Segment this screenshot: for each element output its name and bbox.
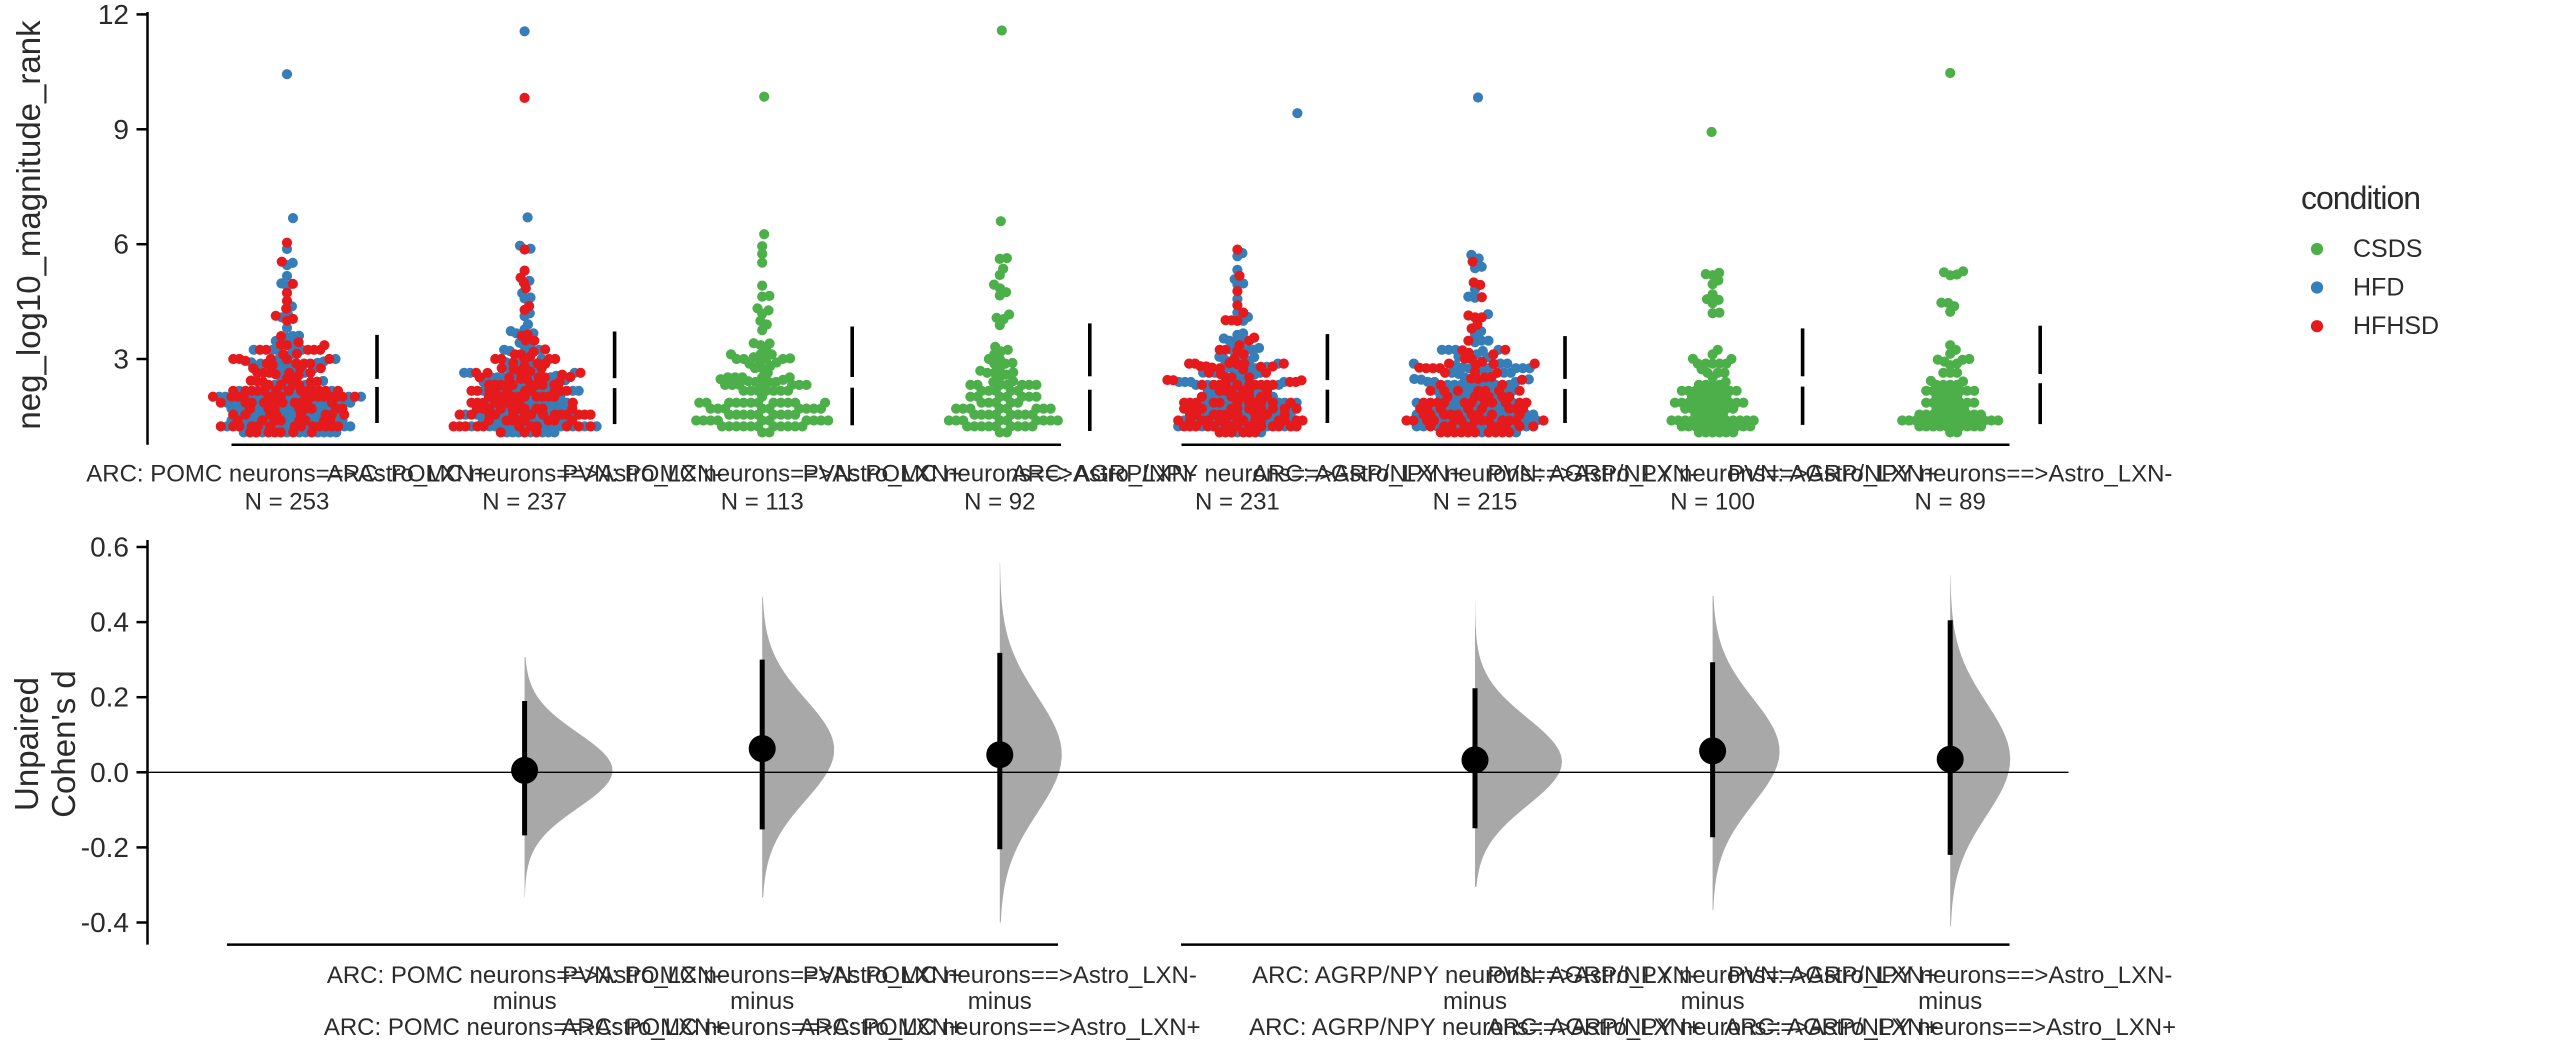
svg-text:condition: condition	[2301, 180, 2420, 216]
svg-text:N = 89: N = 89	[1915, 489, 1986, 516]
svg-text:3: 3	[113, 344, 129, 375]
svg-text:N = 231: N = 231	[1195, 489, 1280, 516]
svg-text:ARC: POMC neurons==>Astro_LXN+: ARC: POMC neurons==>Astro_LXN+	[86, 461, 488, 488]
svg-text:ARC: POMC neurons==>Astro_LXN+: ARC: POMC neurons==>Astro_LXN+	[561, 1014, 963, 1041]
svg-text:-0.4: -0.4	[81, 907, 129, 938]
svg-text:PVN: POMC neurons==>Astro_LXN+: PVN: POMC neurons==>Astro_LXN+	[562, 962, 962, 989]
svg-text:ARC: AGRP/NPY neurons==>Astro_: ARC: AGRP/NPY neurons==>Astro_LXN+	[1724, 1014, 2176, 1041]
svg-text:HFD: HFD	[2353, 274, 2404, 302]
svg-text:ARC: POMC neurons==>Astro_LXN+: ARC: POMC neurons==>Astro_LXN+	[324, 1014, 726, 1041]
svg-text:N = 253: N = 253	[245, 489, 330, 516]
svg-text:N = 113: N = 113	[721, 489, 804, 516]
svg-text:minus: minus	[1918, 988, 1982, 1015]
svg-text:ARC: AGRP/NPY neurons==>Astro_: ARC: AGRP/NPY neurons==>Astro_LXN+	[1249, 1014, 1701, 1041]
svg-text:ARC: POMC neurons==>Astro_LXN-: ARC: POMC neurons==>Astro_LXN-	[327, 962, 723, 989]
svg-text:minus: minus	[730, 988, 794, 1015]
svg-text:PVN: POMC neurons==>Astro_LXN-: PVN: POMC neurons==>Astro_LXN-	[803, 461, 1197, 488]
svg-text:PVN: POMC neurons==>Astro_LXN-: PVN: POMC neurons==>Astro_LXN-	[803, 962, 1197, 989]
svg-text:6: 6	[113, 229, 129, 260]
svg-text:N = 100: N = 100	[1670, 489, 1755, 516]
svg-text:PVN: AGRP/NPY neurons==>Astro_: PVN: AGRP/NPY neurons==>Astro_LXN-	[1728, 962, 2172, 989]
svg-text:N = 92: N = 92	[964, 489, 1035, 516]
svg-text:minus: minus	[1443, 988, 1507, 1015]
svg-text:PVN: AGRP/NPY neurons==>Astro_: PVN: AGRP/NPY neurons==>Astro_LXN+	[1487, 962, 1937, 989]
svg-text:PVN: POMC neurons==>Astro_LXN+: PVN: POMC neurons==>Astro_LXN+	[562, 461, 962, 488]
svg-text:Unpaired: Unpaired	[8, 677, 45, 811]
svg-text:minus: minus	[1681, 988, 1745, 1015]
svg-text:N = 237: N = 237	[482, 489, 567, 516]
svg-text:Cohen's d: Cohen's d	[45, 670, 82, 818]
svg-text:ARC: AGRP/NPY neurons==>Astro_: ARC: AGRP/NPY neurons==>Astro_LXN-	[1252, 962, 1698, 989]
svg-text:CSDS: CSDS	[2353, 235, 2422, 263]
svg-text:-0.2: -0.2	[81, 832, 129, 863]
svg-text:0.6: 0.6	[90, 532, 129, 563]
svg-text:PVN: AGRP/NPY neurons==>Astro_: PVN: AGRP/NPY neurons==>Astro_LXN-	[1728, 461, 2172, 488]
svg-text:HFHSD: HFHSD	[2353, 312, 2439, 340]
svg-text:N = 215: N = 215	[1433, 489, 1518, 516]
svg-text:ARC: POMC neurons==>Astro_LXN-: ARC: POMC neurons==>Astro_LXN-	[327, 461, 723, 488]
svg-text:ARC: AGRP/NPY neurons==>Astro_: ARC: AGRP/NPY neurons==>Astro_LXN+	[1487, 1014, 1939, 1041]
svg-text:ARC: AGRP/NPY neurons==>Astro_: ARC: AGRP/NPY neurons==>Astro_LXN-	[1252, 461, 1698, 488]
svg-text:minus: minus	[493, 988, 557, 1015]
svg-text:neg_log10_magnitude_rank: neg_log10_magnitude_rank	[10, 20, 47, 430]
svg-text:12: 12	[98, 0, 129, 30]
svg-text:0.0: 0.0	[90, 757, 129, 788]
svg-text:PVN: AGRP/NPY neurons==>Astro_: PVN: AGRP/NPY neurons==>Astro_LXN+	[1487, 461, 1937, 488]
svg-text:minus: minus	[968, 988, 1032, 1015]
svg-text:0.4: 0.4	[90, 607, 129, 638]
svg-text:9: 9	[113, 114, 129, 145]
svg-text:0.2: 0.2	[90, 682, 129, 713]
svg-text:ARC: AGRP/NPY neurons==>Astro_: ARC: AGRP/NPY neurons==>Astro_LXN+	[1012, 461, 1464, 488]
svg-text:ARC: POMC neurons==>Astro_LXN+: ARC: POMC neurons==>Astro_LXN+	[799, 1014, 1201, 1041]
